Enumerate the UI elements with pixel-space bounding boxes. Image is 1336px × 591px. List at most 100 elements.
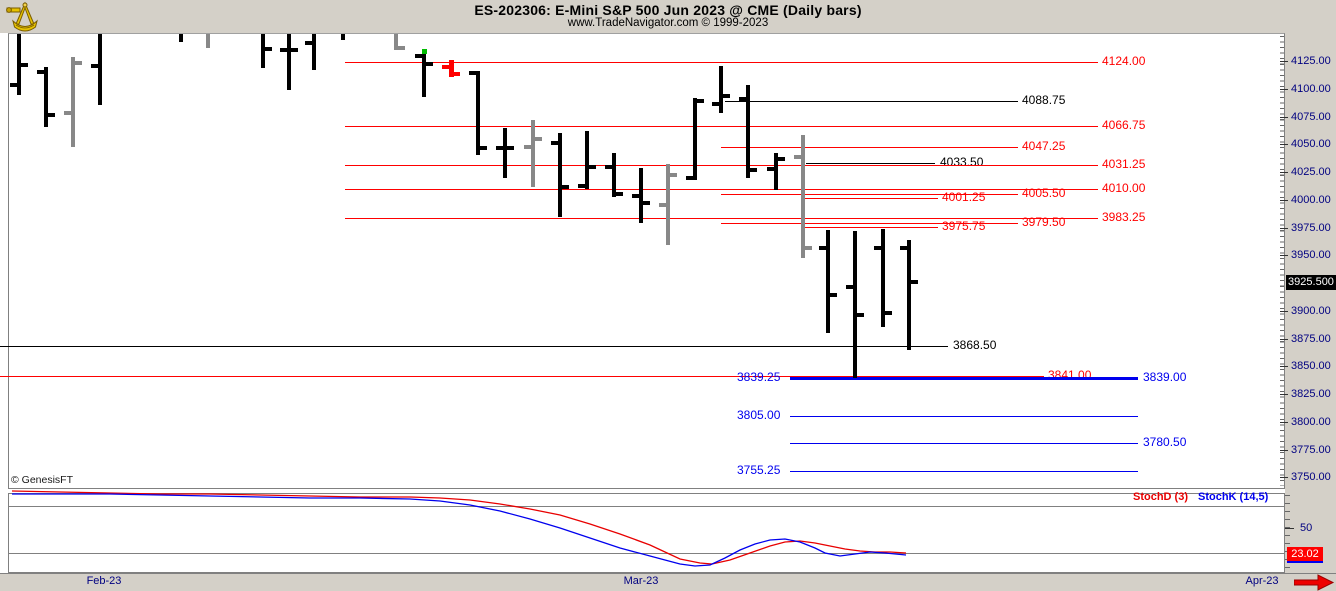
price-axis-label: 4050.00 (1291, 138, 1331, 151)
price-axis-label: 3900.00 (1291, 304, 1331, 317)
level-label-3780.50: 3780.50 (1143, 435, 1187, 450)
ohlc-bar (558, 132, 562, 217)
legend-stochk[interactable]: StochK (14,5) (1198, 491, 1269, 503)
price-axis-tick (1280, 366, 1288, 368)
price-axis-label: 3950.00 (1291, 249, 1331, 262)
level-label-3975.75: 3975.75 (942, 218, 986, 233)
ohlc-open-tick (686, 176, 697, 181)
level-line-4001.25 (803, 198, 938, 200)
price-axis-label: 4075.00 (1291, 110, 1331, 123)
price-axis-label: 3800.00 (1291, 415, 1331, 428)
level-line-4066.75 (345, 125, 1098, 127)
ohlc-bar (585, 130, 589, 189)
ohlc-open-tick (91, 63, 102, 68)
stoch-axis-50-tick (1285, 528, 1294, 529)
date-axis-strip[interactable] (0, 573, 1336, 591)
ohlc-open-tick (415, 54, 426, 58)
legend-stochd[interactable]: StochD (3) (1133, 491, 1188, 503)
ohlc-bar (612, 152, 616, 197)
ohlc-open-tick (712, 102, 723, 106)
ohlc-close-tick (666, 173, 677, 178)
ohlc-open-tick (846, 284, 857, 289)
trade-navigator-sextant-logo (6, 1, 38, 32)
ohlc-bar (341, 34, 345, 40)
level-line-3841 (0, 376, 1044, 378)
stoch-value-badge: 23.02 (1287, 547, 1323, 561)
stoch-value-underline (1287, 561, 1323, 563)
chart-subtitle: www.TradeNavigator.com © 1999-2023 (567, 17, 769, 29)
price-axis-tick (1280, 116, 1288, 118)
ohlc-bar (826, 229, 830, 333)
stoch-axis-50-label: 50 (1300, 522, 1313, 534)
ohlc-close-tick (44, 113, 55, 118)
level-line-4124 (345, 62, 1098, 64)
ohlc-bar (44, 66, 48, 127)
stochk-line (12, 493, 907, 567)
ohlc-bar (287, 34, 291, 90)
ohlc-bar (98, 34, 102, 106)
ohlc-open-tick (578, 183, 589, 188)
ohlc-open-tick (874, 246, 885, 251)
ohlc-bar (179, 34, 183, 43)
signal-dot-icon (422, 49, 427, 54)
price-axis-tick (1280, 394, 1288, 395)
level-label-4047.25: 4047.25 (1022, 139, 1066, 154)
level-label-3805.00: 3805.00 (737, 408, 781, 423)
level-line-3839 (790, 377, 1138, 381)
level-line-4088.75 (725, 101, 1018, 103)
ohlc-bar (719, 65, 723, 114)
price-axis-tick (1280, 477, 1288, 479)
ohlc-bar (422, 53, 426, 97)
ohlc-close-tick (17, 62, 28, 67)
price-axis-label: 3850.00 (1291, 360, 1331, 373)
ohlc-open-tick (10, 82, 21, 87)
ohlc-close-tick (476, 145, 487, 150)
level-label-4124.00: 4124.00 (1102, 54, 1146, 69)
price-axis-label: 3875.00 (1291, 332, 1331, 345)
ohlc-open-tick (280, 47, 291, 52)
ohlc-open-tick (605, 165, 616, 170)
ohlc-close-tick (394, 45, 405, 50)
level-label-4001.25: 4001.25 (942, 190, 986, 205)
ohlc-close-tick (881, 311, 892, 316)
ohlc-close-tick (261, 47, 272, 52)
main-chart-panel[interactable] (8, 33, 1285, 489)
ohlc-open-tick (524, 145, 535, 150)
ohlc-open-tick (632, 193, 643, 198)
level-label-4088.75: 4088.75 (1022, 93, 1066, 108)
ohlc-close-tick (693, 99, 704, 104)
ohlc-open-tick (819, 246, 830, 251)
ohlc-close-tick (826, 292, 837, 297)
ohlc-close-tick (853, 312, 864, 317)
date-label-mar23: Mar-23 (623, 575, 659, 587)
ohlc-open-tick (37, 69, 48, 74)
ohlc-bar (71, 57, 75, 147)
scroll-right-arrow-button[interactable] (1294, 574, 1336, 591)
level-line-3975.75 (803, 226, 938, 228)
ohlc-open-tick (767, 167, 778, 172)
price-axis-strip[interactable] (1285, 33, 1336, 573)
level-label-4010.00: 4010.00 (1102, 180, 1146, 195)
price-axis-tick (1280, 255, 1288, 257)
level-label-3983.25: 3983.25 (1102, 210, 1146, 225)
ohlc-open-tick (496, 146, 507, 151)
price-axis-label: 3975.00 (1291, 221, 1331, 234)
level-line-3868.5 (0, 345, 948, 347)
ohlc-close-tick (907, 280, 918, 285)
price-axis-tick (1280, 310, 1288, 312)
ohlc-open-tick (469, 70, 480, 75)
level-line-3983.25 (345, 218, 1098, 220)
ohlc-close-tick (71, 61, 82, 66)
price-axis-tick (1280, 227, 1288, 229)
ohlc-open-tick (305, 40, 316, 45)
price-axis-label: 4000.00 (1291, 193, 1331, 206)
ohlc-close-tick (801, 246, 812, 251)
ohlc-close-tick (558, 185, 569, 190)
ohlc-open-tick (794, 154, 805, 159)
ohlc-close-tick (503, 145, 514, 150)
chart-header-bar: ES-202306: E-Mini S&P 500 Jun 2023 @ CME… (0, 0, 1336, 33)
level-label-3868.50: 3868.50 (953, 337, 997, 352)
level-line-3805 (790, 416, 1138, 418)
